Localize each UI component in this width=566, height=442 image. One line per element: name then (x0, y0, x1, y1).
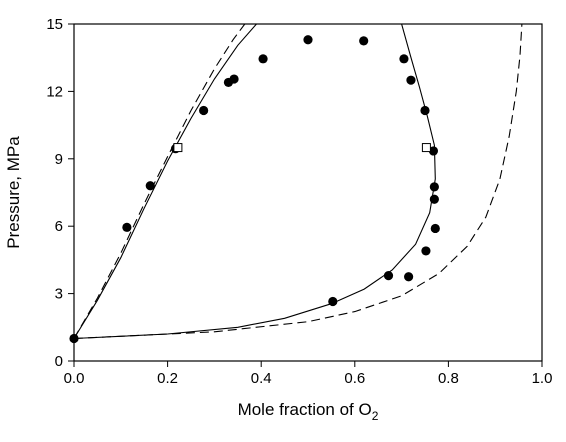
data-point-circle (428, 146, 439, 156)
x-tick-label: 0.2 (157, 370, 178, 387)
x-tick-label: 0.4 (251, 370, 272, 387)
y-axis-label: Pressure, MPa (4, 136, 23, 249)
data-point-circle (383, 271, 394, 281)
x-tick-label: 0.0 (64, 370, 85, 387)
y-tick-label: 15 (46, 16, 63, 33)
x-axis: 0.0 0.2 0.4 0.6 0.8 1.0 (64, 361, 553, 387)
solid-line-curve-3 (74, 24, 436, 340)
y-tick-label: 12 (46, 83, 63, 100)
y-tick-label: 6 (55, 218, 63, 235)
x-axis-label: Mole fraction of O2 (238, 400, 379, 423)
data-point-circle (145, 181, 155, 191)
data-point-circle (430, 223, 440, 234)
solid-line-curve-2 (74, 24, 257, 339)
data-point-circle (429, 194, 439, 204)
data-point-square (173, 143, 183, 153)
data-point-circle (421, 246, 431, 256)
plot-area (69, 24, 523, 344)
curves (74, 24, 523, 340)
x-axis-label-subscript: 2 (372, 409, 379, 423)
data-point-circle (359, 36, 369, 46)
data-point-circle (199, 105, 209, 116)
plot-frame (73, 23, 543, 362)
y-tick-label: 3 (55, 286, 63, 303)
data-point-circle (404, 272, 414, 282)
data-point-circle (229, 74, 239, 84)
y-axis: 0 3 6 9 12 15 (46, 16, 74, 370)
dashed-line-curve-4 (74, 24, 246, 339)
x-tick-label: 0.6 (344, 370, 365, 387)
data-point-circle (406, 75, 416, 85)
data-point-circle (258, 54, 268, 64)
data-point-circle (328, 296, 338, 307)
data-point-circle (122, 222, 132, 232)
y-tick-label: 9 (55, 151, 63, 168)
data-point-square (421, 143, 431, 153)
data-point-circle (303, 35, 313, 45)
data-point-circle (399, 54, 409, 64)
data-point-circle (429, 182, 439, 192)
y-tick-label: 0 (55, 353, 63, 370)
x-tick-label: 0.8 (438, 370, 459, 387)
data-point-circle (420, 105, 430, 116)
x-tick-label: 1.0 (532, 370, 553, 387)
dashed-line-curve-5 (74, 24, 523, 340)
